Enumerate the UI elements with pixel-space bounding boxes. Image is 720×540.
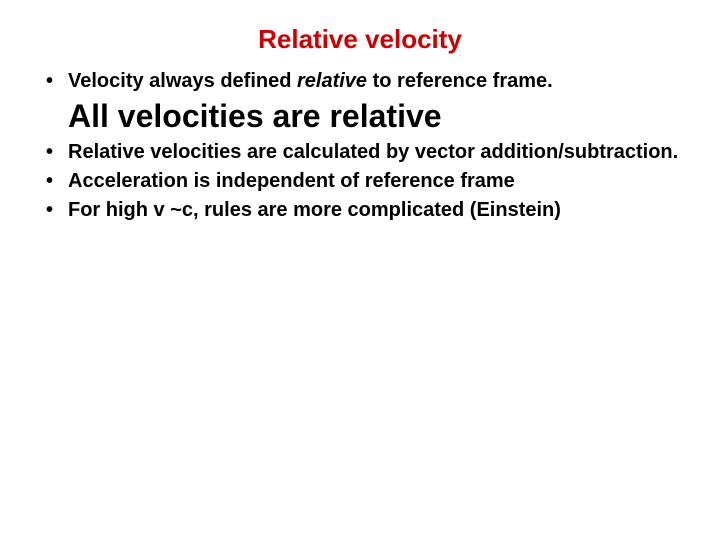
slide-title: Relative velocity [28, 24, 692, 55]
bullet-text-italic: relative [297, 70, 367, 92]
bullet-text: Relative velocities are calculated by ve… [68, 141, 678, 163]
bullet-list: Velocity always defined relative to refe… [38, 69, 692, 223]
list-item: Relative velocities are calculated by ve… [38, 140, 692, 165]
list-item: Velocity always defined relative to refe… [38, 69, 692, 136]
bullet-text: For high v ~c, rules are more complicate… [68, 199, 561, 221]
bullet-text-post: to reference frame. [367, 70, 553, 92]
list-item: For high v ~c, rules are more complicate… [38, 198, 692, 223]
bullet-big-line: All velocities are relative [68, 96, 692, 136]
bullet-text-pre: Velocity always defined [68, 70, 297, 92]
bullet-text: Acceleration is independent of reference… [68, 170, 515, 192]
slide: Relative velocity Velocity always define… [0, 0, 720, 540]
list-item: Acceleration is independent of reference… [38, 169, 692, 194]
